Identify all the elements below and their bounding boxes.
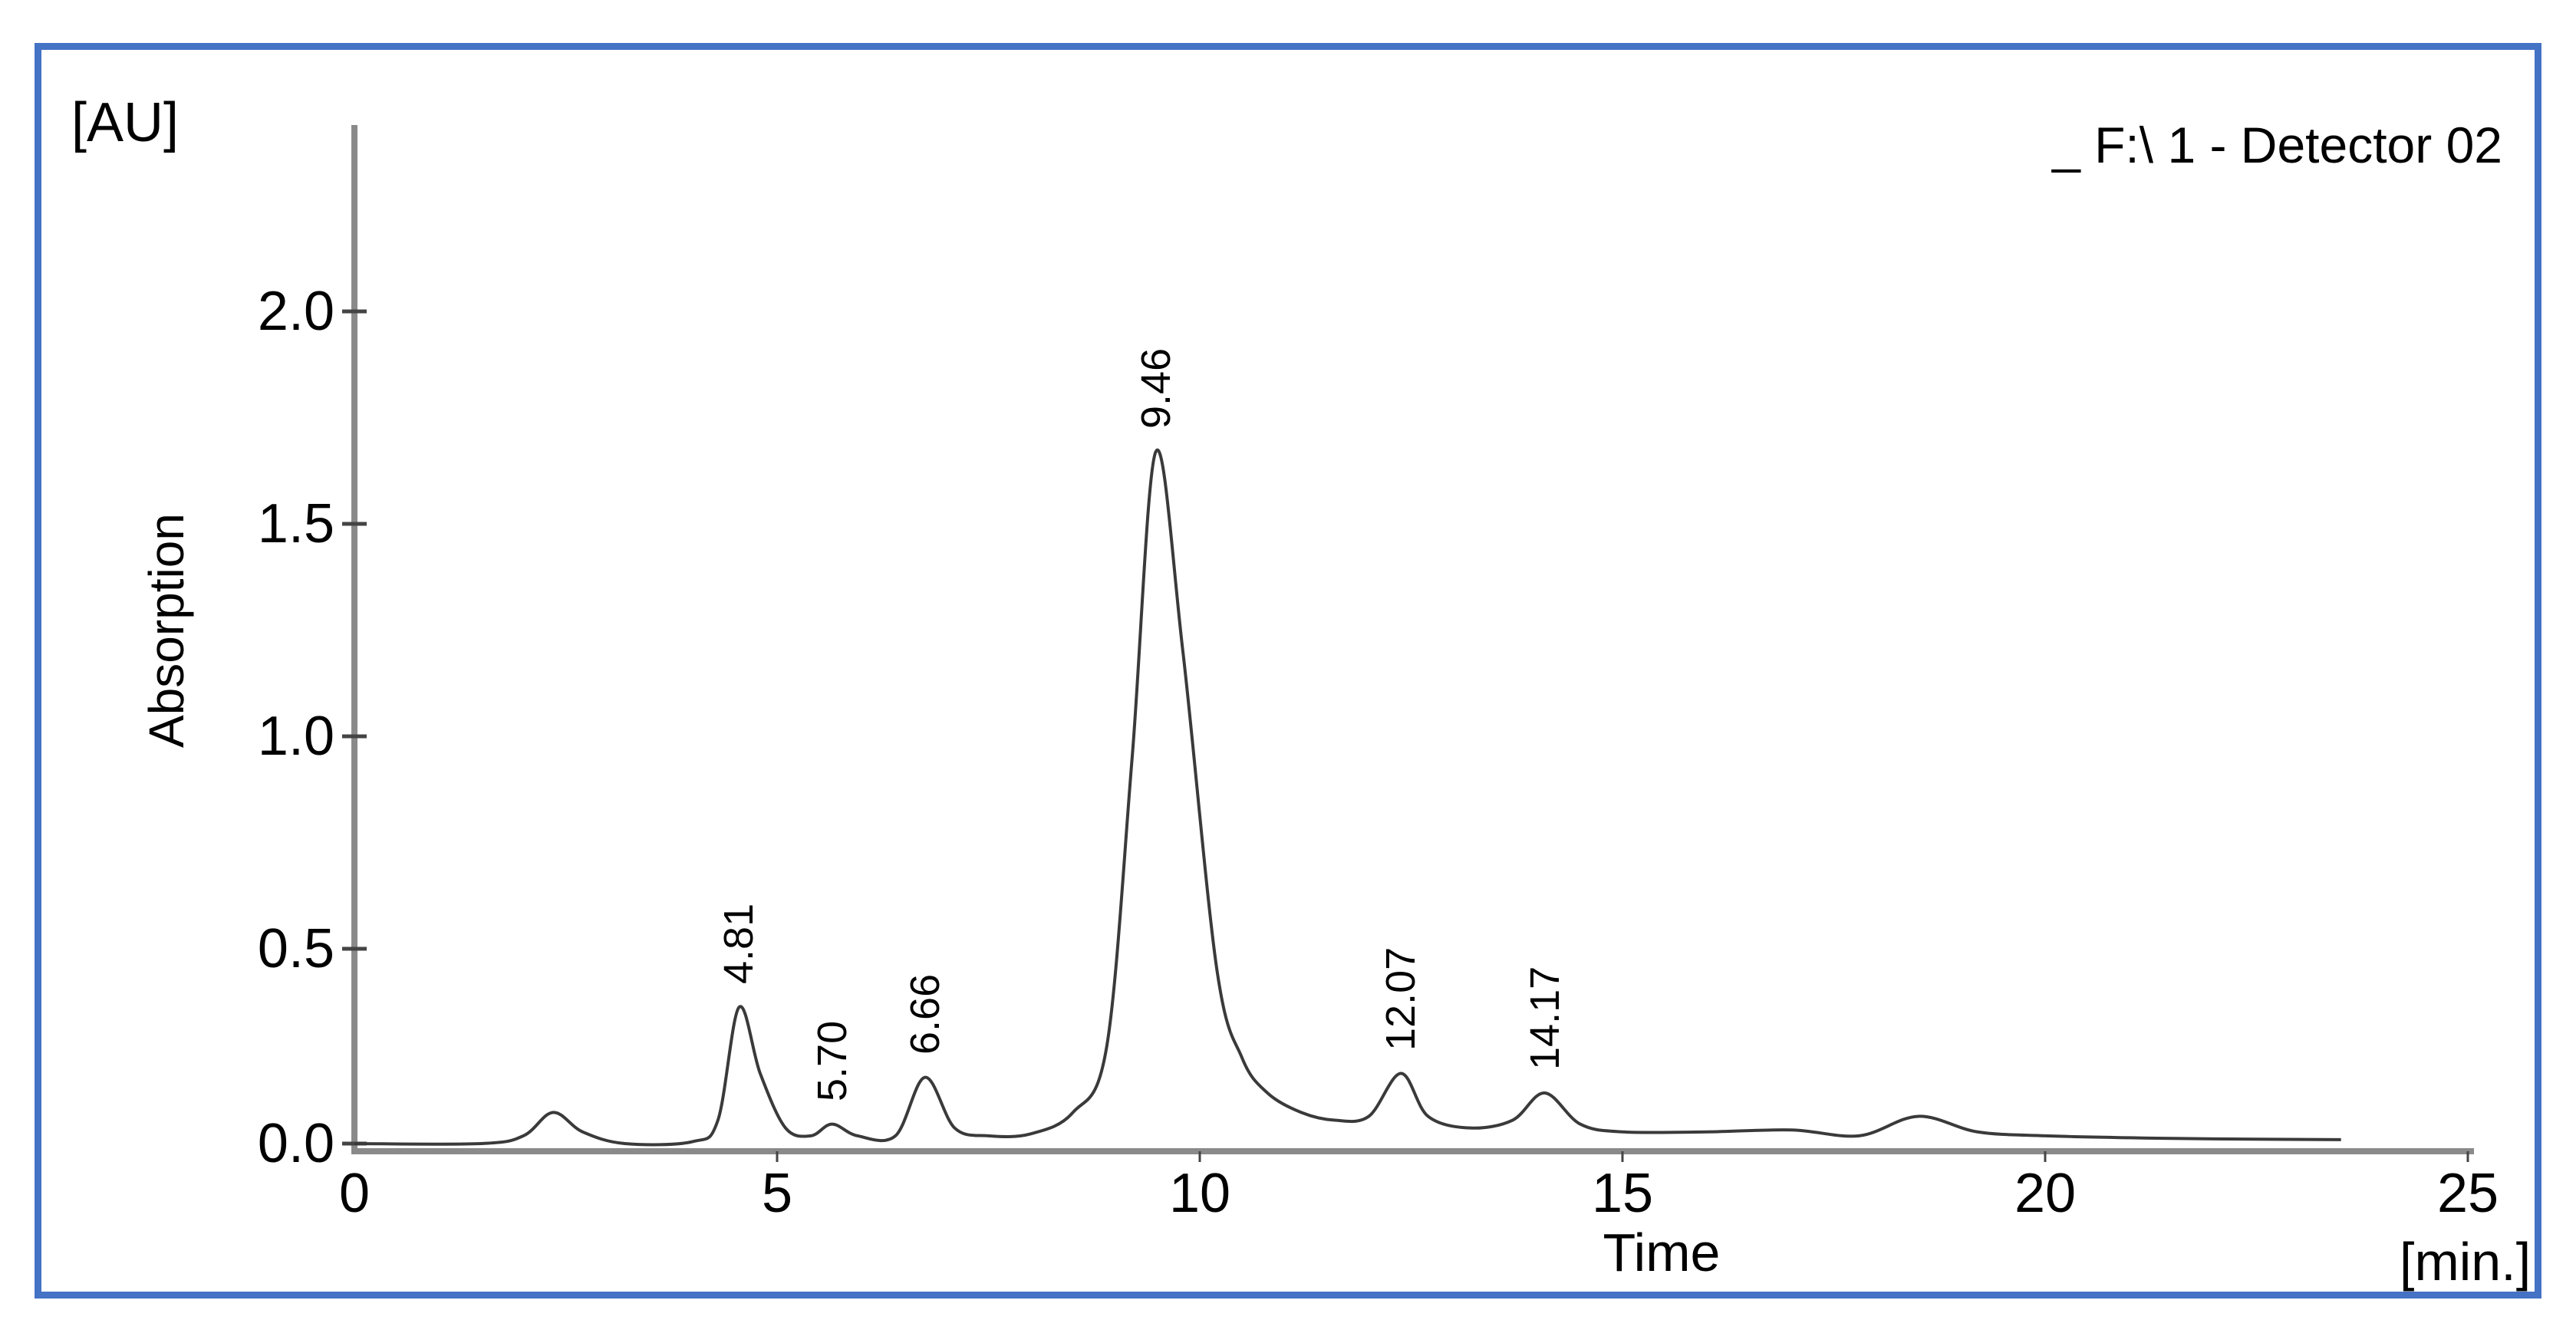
chromatogram-trace [354,448,2341,1147]
x-unit-label: [min.] [2400,1232,2532,1292]
y-tick-label: 1.0 [257,706,334,767]
y-tick-label: 0.5 [257,918,334,979]
peak-retention-label: 4.81 [716,904,763,985]
x-tick-label: 15 [1591,1163,1654,1224]
y-axis-title: Absorption [139,513,194,748]
x-tick-label: 20 [2014,1163,2077,1224]
peak-retention-label: 5.70 [809,1020,855,1101]
peak-retention-label: 9.46 [1132,347,1179,429]
x-axis-title: Time [1603,1223,1721,1282]
x-tick-label: 10 [1168,1163,1231,1224]
x-tick-label: 5 [761,1163,793,1224]
peak-retention-label: 14.17 [1521,966,1568,1070]
x-tick-label: 0 [338,1163,371,1224]
x-tick-label: 25 [2436,1163,2499,1224]
x-ticks [776,1151,2469,1162]
y-tick-label: 0.0 [257,1113,334,1174]
peak-retention-label: 12.07 [1378,946,1425,1051]
y-unit-label: [AU] [71,92,180,153]
peak-retention-label: 6.66 [901,973,948,1055]
legend-entry: _ F:\ 1 - Detector 02 [2052,117,2502,173]
chart-frame [35,43,2541,1299]
y-tick-label: 1.5 [257,493,334,555]
y-tick-label: 2.0 [257,281,334,342]
y-ticks [342,309,367,1146]
